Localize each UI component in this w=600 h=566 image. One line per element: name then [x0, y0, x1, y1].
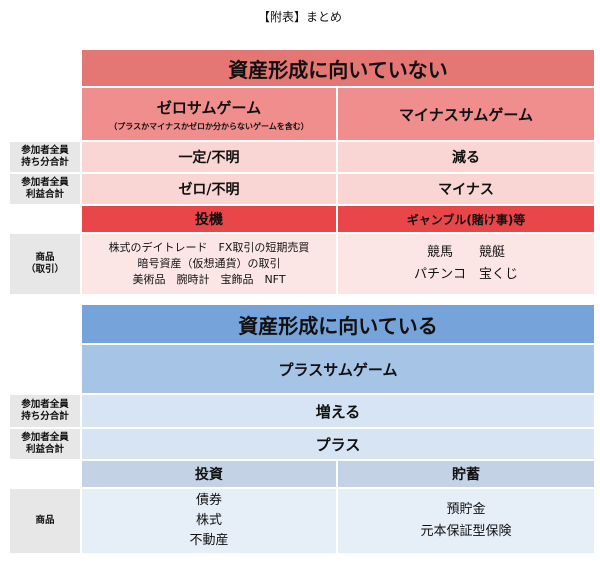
speculation-items: 株式のデイトレード FX取引の短期売買 暗号資産（仮想通貨）の取引 美術品 腕時… [82, 234, 336, 294]
plus-sum-holdings: 増える [82, 395, 594, 427]
gambling-category: ギャンブル(賭け事)等 [338, 206, 594, 232]
side-label-holdings-blue: 参加者全員 持ち分合計 [10, 395, 80, 427]
side-label-profit-blue: 参加者全員 利益合計 [10, 429, 80, 459]
minus-sum-header: マイナスサムゲーム [338, 88, 594, 140]
zero-sum-profit: ゼロ/不明 [82, 174, 336, 204]
speculation-category: 投機 [82, 206, 336, 232]
side-label-profit-red: 参加者全員 利益合計 [10, 174, 80, 204]
list-item: 美術品 腕時計 宝飾品 NFT [132, 273, 286, 286]
blue-section-title: 資産形成に向いている [82, 305, 594, 343]
list-item: 元本保証型保険 [420, 524, 512, 539]
list-item: パチンコ 宝くじ [413, 267, 518, 282]
investment-items: 債券 株式 不動産 [82, 489, 336, 553]
zero-sum-header: ゼロサムゲーム （プラスかマイナスかゼロか分からないゲームを含む） [82, 88, 336, 140]
side-label-goods-red: 商品 （取引） [10, 234, 80, 294]
list-item: 株式のデイトレード FX取引の短期売買 [108, 241, 310, 254]
savings-items: 預貯金 元本保証型保険 [338, 489, 594, 553]
page-caption: 【附表】まとめ [257, 9, 342, 24]
list-item: 不動産 [189, 533, 229, 548]
side-label-line: 参加者全員 [21, 432, 69, 443]
list-item: 債券 [195, 493, 222, 508]
list-item: 株式 [195, 513, 222, 528]
zero-sum-header-label: ゼロサムゲーム [156, 98, 262, 117]
list-item: 預貯金 [446, 502, 486, 517]
side-label-line: 商品 [35, 515, 55, 526]
gambling-items: 競馬 競艇 パチンコ 宝くじ [338, 234, 594, 294]
side-label-line: 利益合計 [25, 189, 64, 200]
side-label-holdings-red: 参加者全員 持ち分合計 [10, 142, 80, 172]
side-label-goods-blue: 商品 [10, 489, 80, 553]
side-label-line: 利益合計 [25, 444, 64, 455]
plus-sum-profit: プラス [82, 429, 594, 459]
minus-sum-header-label: マイナスサムゲーム [399, 105, 533, 124]
side-label-line: 商品 [35, 252, 55, 263]
minus-sum-profit: マイナス [338, 174, 594, 204]
investment-category: 投資 [82, 461, 336, 487]
red-section-title: 資産形成に向いていない [82, 50, 594, 86]
zero-sum-holdings: 一定/不明 [82, 142, 336, 172]
zero-sum-subheader: （プラスかマイナスかゼロか分からないゲームを含む） [109, 121, 309, 131]
side-label-line: 参加者全員 [21, 177, 69, 188]
list-item: 暗号資産（仮想通貨）の取引 [137, 257, 281, 270]
list-item: 競馬 競艇 [426, 245, 505, 260]
side-label-line: 持ち分合計 [21, 157, 69, 168]
side-label-line: 参加者全員 [21, 399, 69, 410]
side-label-line: 持ち分合計 [21, 411, 69, 422]
plus-sum-header: プラスサムゲーム [82, 345, 594, 393]
savings-category: 貯蓄 [338, 461, 594, 487]
side-label-line: 参加者全員 [21, 145, 69, 156]
minus-sum-holdings: 減る [338, 142, 594, 172]
side-label-line: （取引） [25, 264, 64, 275]
